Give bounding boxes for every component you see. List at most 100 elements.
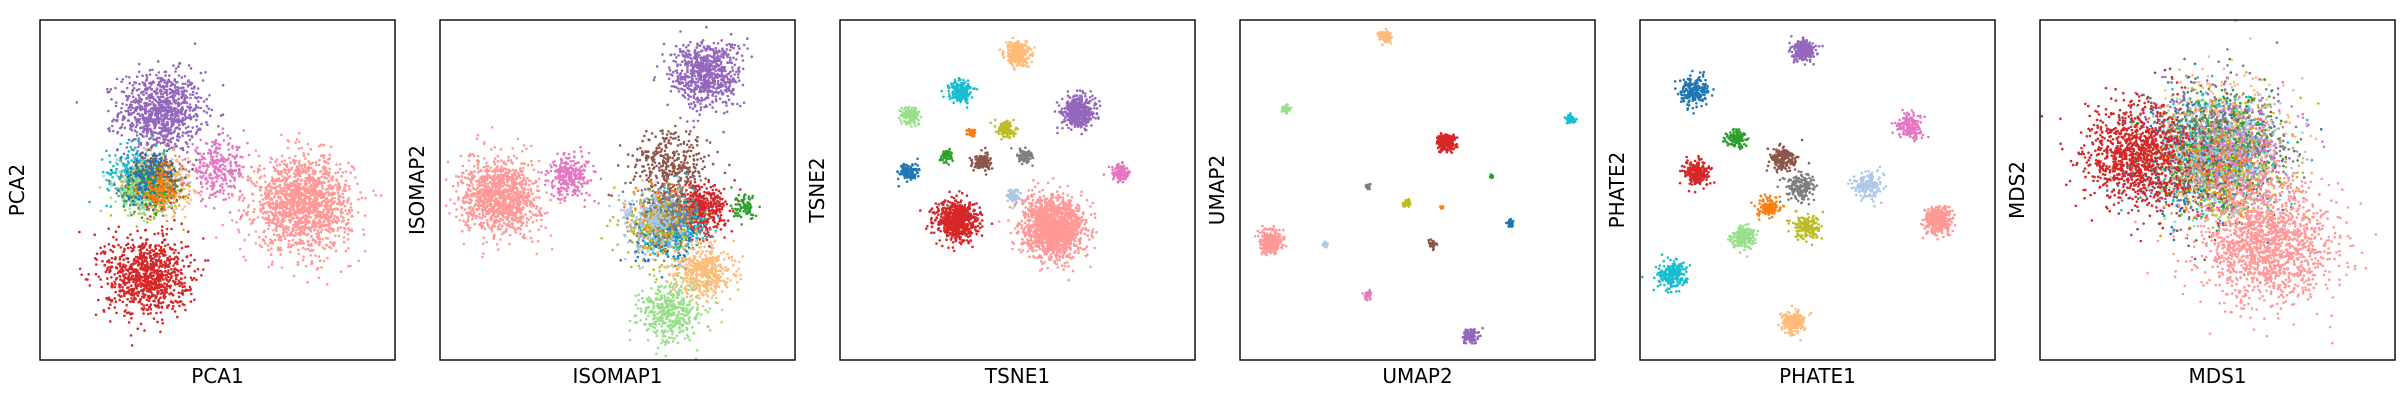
scatter-point bbox=[192, 86, 196, 90]
scatter-point bbox=[75, 101, 79, 104]
scatter-point bbox=[214, 138, 218, 142]
scatter-point bbox=[291, 199, 295, 202]
scatter-point bbox=[251, 221, 255, 224]
scatter-point bbox=[338, 167, 342, 171]
scatter-point bbox=[198, 158, 201, 162]
scatter-point bbox=[185, 176, 189, 179]
scatter-point bbox=[184, 82, 187, 85]
scatter-point bbox=[164, 155, 167, 159]
scatter-point bbox=[263, 167, 266, 171]
scatter-point bbox=[163, 165, 166, 169]
scatter-point bbox=[165, 227, 169, 231]
scatter-point bbox=[102, 170, 105, 174]
scatter-point bbox=[299, 196, 302, 200]
scatter-point bbox=[145, 88, 149, 91]
scatter-point bbox=[228, 211, 232, 214]
scatter-point bbox=[149, 172, 153, 175]
scatter-point bbox=[159, 201, 163, 204]
scatter-point bbox=[357, 198, 360, 201]
scatter-point bbox=[269, 189, 273, 193]
scatter-point bbox=[132, 138, 136, 141]
scatter-point bbox=[160, 113, 163, 117]
scatter-point bbox=[280, 214, 283, 217]
scatter-point bbox=[133, 177, 137, 180]
scatter-point bbox=[314, 208, 318, 211]
scatter-point bbox=[304, 189, 307, 193]
scatter-point bbox=[216, 174, 219, 178]
scatter-point bbox=[181, 167, 185, 171]
scatter-point bbox=[232, 184, 235, 188]
scatter-point bbox=[114, 187, 118, 191]
scatter-point bbox=[163, 138, 167, 141]
scatter-point bbox=[98, 186, 102, 189]
scatter-point bbox=[338, 163, 342, 166]
scatter-point bbox=[221, 223, 224, 227]
scatter-point bbox=[137, 102, 140, 105]
scatter-point bbox=[204, 176, 208, 180]
scatter-point bbox=[142, 211, 146, 214]
scatter-point bbox=[137, 62, 141, 66]
scatter-point bbox=[298, 131, 301, 135]
scatter-point bbox=[350, 228, 353, 231]
scatter-point bbox=[136, 112, 139, 116]
scatter-point bbox=[178, 189, 182, 192]
scatter-point bbox=[170, 116, 173, 120]
scatter-point bbox=[113, 273, 117, 276]
scatter-point bbox=[163, 91, 166, 94]
scatter-point bbox=[109, 205, 113, 208]
scatter-point bbox=[234, 169, 237, 172]
scatter-point bbox=[158, 153, 161, 157]
scatter-point bbox=[289, 244, 293, 247]
scatter-point bbox=[149, 178, 153, 181]
scatter-point bbox=[318, 170, 322, 173]
scatter-point bbox=[314, 213, 317, 217]
scatter-point bbox=[165, 219, 169, 223]
scatter-point bbox=[244, 212, 248, 215]
scatter-point bbox=[282, 168, 286, 172]
scatter-point bbox=[313, 221, 317, 225]
scatter-point bbox=[129, 145, 133, 149]
scatter-point bbox=[188, 113, 191, 117]
scatter-point bbox=[308, 162, 312, 165]
scatter-point bbox=[102, 308, 105, 312]
scatter-point bbox=[195, 131, 199, 134]
scatter-point bbox=[173, 169, 177, 172]
scatter-point bbox=[157, 71, 161, 74]
scatter-point bbox=[117, 112, 120, 115]
scatter-point bbox=[177, 117, 181, 121]
scatter-point bbox=[209, 193, 212, 197]
scatter-point bbox=[175, 159, 178, 163]
scatter-point bbox=[346, 222, 349, 226]
scatter-point bbox=[134, 162, 138, 166]
scatter-point bbox=[205, 187, 209, 190]
scatter-point bbox=[150, 129, 153, 132]
scatter-point bbox=[195, 177, 199, 180]
scatter-point bbox=[182, 86, 185, 89]
scatter-point bbox=[278, 172, 281, 176]
scatter-point bbox=[295, 193, 298, 197]
scatter-point bbox=[160, 123, 163, 126]
scatter-point bbox=[159, 108, 162, 111]
scatter-point bbox=[110, 256, 114, 260]
scatter-point bbox=[300, 146, 304, 150]
scatter-point bbox=[329, 176, 333, 180]
scatter-point bbox=[270, 263, 274, 266]
scatter-point bbox=[183, 276, 187, 279]
scatter-point bbox=[145, 73, 148, 77]
scatter-point bbox=[307, 242, 310, 246]
scatter-point bbox=[133, 108, 137, 112]
scatter-point bbox=[113, 297, 117, 300]
scatter-point bbox=[319, 154, 323, 158]
scatter-point bbox=[159, 192, 163, 196]
scatter-point bbox=[137, 202, 140, 206]
scatter-point bbox=[299, 182, 302, 186]
scatter-point bbox=[194, 190, 198, 193]
scatter-point bbox=[320, 228, 324, 232]
scatter-point bbox=[334, 234, 337, 238]
scatter-point bbox=[235, 220, 238, 224]
scatter-point bbox=[180, 241, 183, 244]
scatter-point bbox=[304, 248, 307, 251]
scatter-point bbox=[136, 159, 139, 162]
scatter-point bbox=[296, 171, 300, 175]
scatter-point bbox=[107, 243, 111, 246]
